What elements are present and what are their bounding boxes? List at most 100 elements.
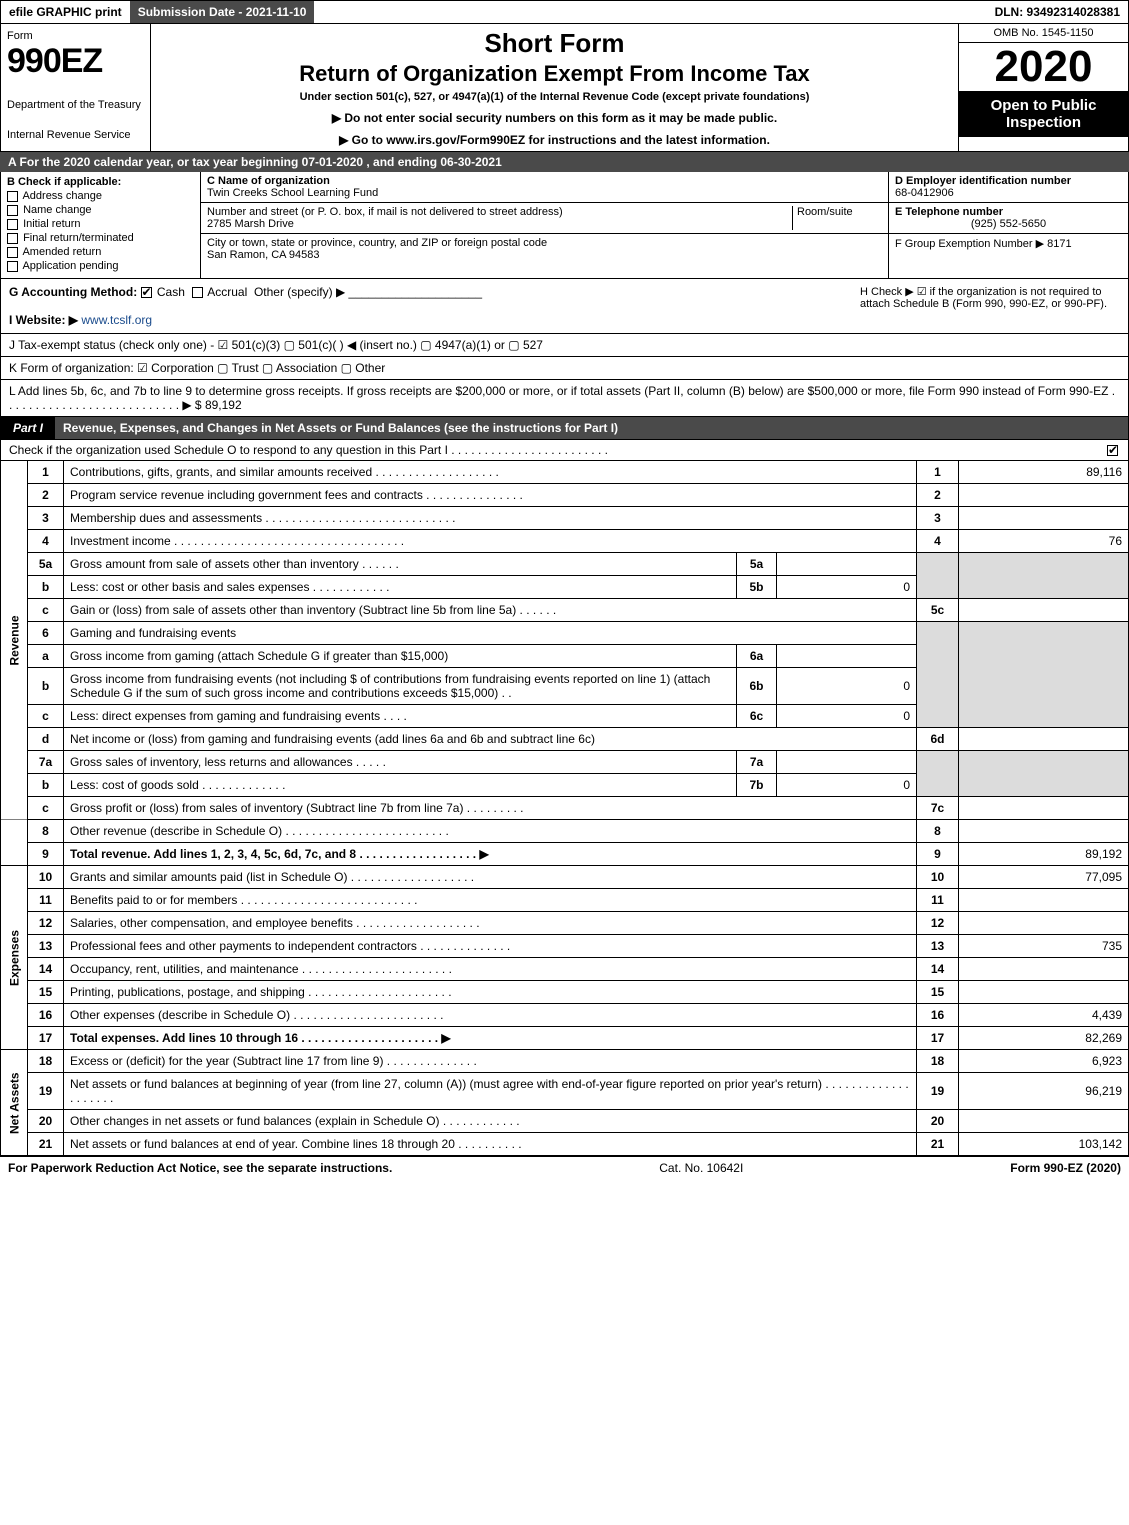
rn8: 8	[917, 820, 959, 843]
d6a: Gross income from gaming (attach Schedul…	[64, 645, 737, 668]
f-group-exemption: F Group Exemption Number ▶ 8171	[889, 234, 1128, 253]
n7a: 7a	[28, 751, 64, 774]
d7c: Gross profit or (loss) from sales of inv…	[64, 797, 917, 820]
d2: Program service revenue including govern…	[64, 484, 917, 507]
form-title: Return of Organization Exempt From Incom…	[155, 61, 954, 87]
d1: Contributions, gifts, grants, and simila…	[64, 461, 917, 484]
city-label: City or town, state or province, country…	[207, 237, 547, 249]
website-link[interactable]: www.tcslf.org	[81, 313, 152, 327]
d16: Other expenses (describe in Schedule O) …	[64, 1004, 917, 1027]
n6a: a	[28, 645, 64, 668]
n12: 12	[28, 912, 64, 935]
side-rev-cont	[1, 820, 28, 866]
chk-initial-return[interactable]	[7, 219, 18, 230]
n21: 21	[28, 1133, 64, 1156]
rn15: 15	[917, 981, 959, 1004]
in6a: 6a	[737, 645, 777, 668]
v11	[959, 889, 1129, 912]
v21: 103,142	[959, 1133, 1129, 1156]
n16: 16	[28, 1004, 64, 1027]
in7a: 7a	[737, 751, 777, 774]
dln: DLN: 93492314028381	[987, 1, 1128, 23]
chk-final-return[interactable]	[7, 233, 18, 244]
d11: Benefits paid to or for members . . . . …	[64, 889, 917, 912]
page-footer: For Paperwork Reduction Act Notice, see …	[0, 1156, 1129, 1179]
iv7b: 0	[777, 774, 917, 797]
chk-cash[interactable]	[141, 287, 152, 298]
col-b-header: B Check if applicable:	[7, 176, 194, 188]
n11: 11	[28, 889, 64, 912]
v17: 82,269	[959, 1027, 1129, 1050]
footer-left: For Paperwork Reduction Act Notice, see …	[8, 1161, 392, 1175]
chk-schedule-o[interactable]	[1107, 445, 1118, 456]
grey-5	[917, 553, 959, 599]
short-form: Short Form	[155, 28, 954, 59]
in6b: 6b	[737, 668, 777, 705]
form-id-col: Form 990EZ Department of the Treasury In…	[1, 24, 151, 151]
omb-number: OMB No. 1545-1150	[959, 24, 1128, 43]
tax-year: 2020	[959, 43, 1128, 91]
n5a: 5a	[28, 553, 64, 576]
grey-6	[917, 622, 959, 728]
chk-app-pending[interactable]	[7, 261, 18, 272]
header-strip: efile GRAPHIC print Submission Date - 20…	[0, 0, 1129, 24]
d12: Salaries, other compensation, and employ…	[64, 912, 917, 935]
n17: 17	[28, 1027, 64, 1050]
phone: (925) 552-5650	[895, 218, 1122, 230]
v10: 77,095	[959, 866, 1129, 889]
lbl-address-change: Address change	[22, 190, 102, 202]
chk-amended[interactable]	[7, 247, 18, 258]
d15: Printing, publications, postage, and shi…	[64, 981, 917, 1004]
v12	[959, 912, 1129, 935]
d5b: Less: cost or other basis and sales expe…	[64, 576, 737, 599]
v16: 4,439	[959, 1004, 1129, 1027]
open-public: Open to Public Inspection	[959, 91, 1128, 137]
d20: Other changes in net assets or fund bala…	[64, 1110, 917, 1133]
grey-5v	[959, 553, 1129, 599]
ein: 68-0412906	[895, 187, 954, 199]
rn12: 12	[917, 912, 959, 935]
grey-6v	[959, 622, 1129, 728]
rn1: 1	[917, 461, 959, 484]
rn14: 14	[917, 958, 959, 981]
chk-name-change[interactable]	[7, 205, 18, 216]
d9: Total revenue. Add lines 1, 2, 3, 4, 5c,…	[64, 843, 917, 866]
rn11: 11	[917, 889, 959, 912]
side-revenue: Revenue	[1, 461, 28, 820]
d19: Net assets or fund balances at beginning…	[64, 1073, 917, 1110]
iv6a	[777, 645, 917, 668]
rn17: 17	[917, 1027, 959, 1050]
d-label: D Employer identification number	[895, 175, 1071, 187]
form-title-col: Short Form Return of Organization Exempt…	[151, 24, 958, 151]
v5c	[959, 599, 1129, 622]
d7b: Less: cost of goods sold . . . . . . . .…	[64, 774, 737, 797]
v18: 6,923	[959, 1050, 1129, 1073]
chk-accrual[interactable]	[192, 287, 203, 298]
iv6b: 0	[777, 668, 917, 705]
row-j: J Tax-exempt status (check only one) - ☑…	[0, 334, 1129, 357]
g-label: G Accounting Method:	[9, 285, 137, 299]
chk-address-change[interactable]	[7, 191, 18, 202]
part-i-title: Revenue, Expenses, and Changes in Net As…	[55, 417, 1128, 439]
addr-label: Number and street (or P. O. box, if mail…	[207, 206, 563, 218]
v8	[959, 820, 1129, 843]
n5c: c	[28, 599, 64, 622]
n6: 6	[28, 622, 64, 645]
n9: 9	[28, 843, 64, 866]
rn7c: 7c	[917, 797, 959, 820]
lbl-app-pending: Application pending	[22, 260, 118, 272]
form-meta-col: OMB No. 1545-1150 2020 Open to Public In…	[958, 24, 1128, 151]
dept-treasury: Department of the Treasury	[7, 99, 144, 111]
rn19: 19	[917, 1073, 959, 1110]
e-label: E Telephone number	[895, 206, 1003, 218]
n5b: b	[28, 576, 64, 599]
d6: Gaming and fundraising events	[64, 622, 917, 645]
rn5c: 5c	[917, 599, 959, 622]
under-section: Under section 501(c), 527, or 4947(a)(1)…	[155, 91, 954, 103]
d6c: Less: direct expenses from gaming and fu…	[64, 705, 737, 728]
d4: Investment income . . . . . . . . . . . …	[64, 530, 917, 553]
in7b: 7b	[737, 774, 777, 797]
side-netassets: Net Assets	[1, 1050, 28, 1156]
n19: 19	[28, 1073, 64, 1110]
n8: 8	[28, 820, 64, 843]
